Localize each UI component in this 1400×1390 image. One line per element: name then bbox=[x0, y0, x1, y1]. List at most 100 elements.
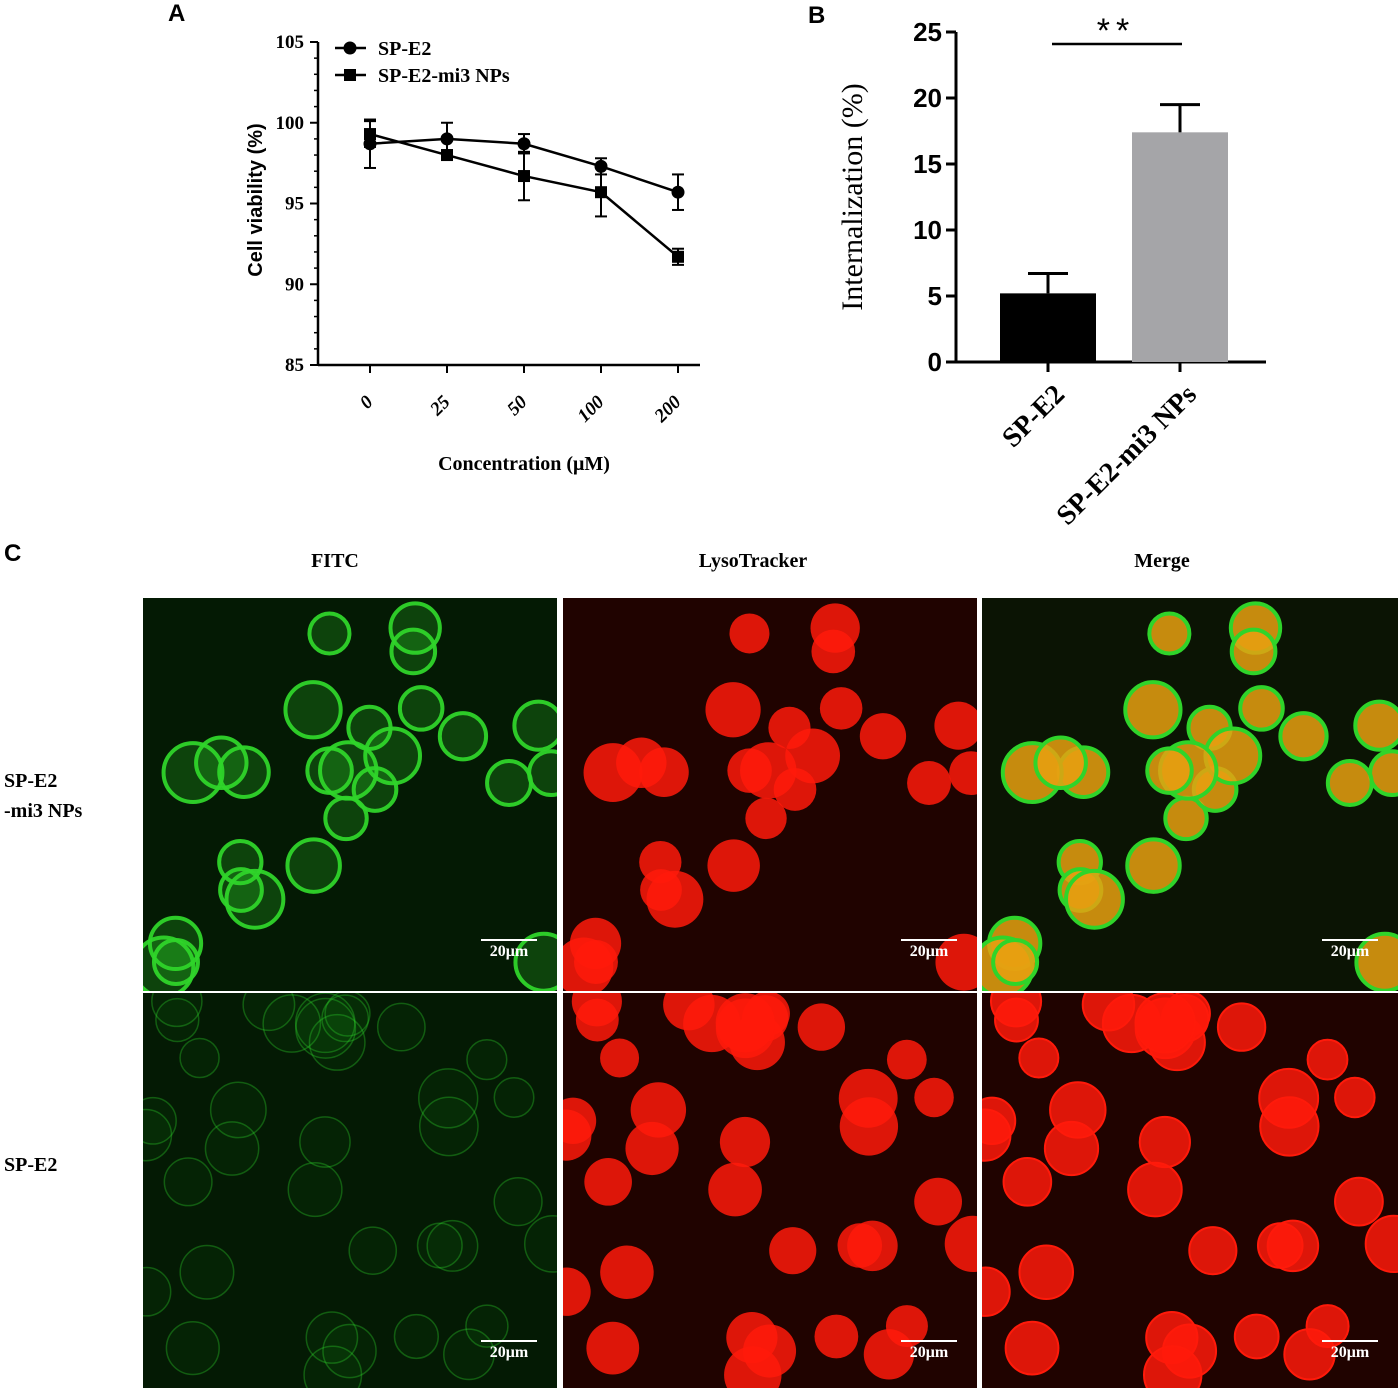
column-title-merge: Merge bbox=[1134, 550, 1190, 572]
scale-bar: 20μm bbox=[899, 1340, 959, 1362]
legend-marker-square bbox=[344, 69, 356, 81]
cell-fitc bbox=[285, 837, 342, 894]
cell-lysotracker bbox=[600, 1245, 654, 1300]
cell-lysotracker bbox=[563, 1267, 591, 1316]
scale-bar-line bbox=[901, 939, 957, 941]
micrograph-cells bbox=[982, 601, 1398, 991]
cell-lysotracker bbox=[914, 1077, 954, 1118]
cell-merge bbox=[1004, 1320, 1060, 1376]
data-point-circle bbox=[517, 137, 531, 151]
cell-merge bbox=[1368, 749, 1398, 798]
scale-bar: 20μm bbox=[1320, 1340, 1380, 1362]
bar-1 bbox=[1000, 293, 1096, 362]
cell-merge bbox=[1188, 1226, 1238, 1276]
cell-fitc bbox=[224, 868, 286, 930]
cell-merge bbox=[1325, 759, 1374, 807]
cell-merge bbox=[1256, 1222, 1304, 1269]
row-label-line1: SP-E2 bbox=[4, 1154, 58, 1176]
cell-merge bbox=[994, 997, 1039, 1043]
cell-fitc bbox=[376, 1002, 426, 1052]
scale-bar-label: 20μm bbox=[1330, 943, 1370, 960]
cell-fitc bbox=[294, 993, 356, 1054]
cell-fitc bbox=[163, 1157, 213, 1207]
cell-fitc bbox=[307, 611, 352, 656]
cell-fitc bbox=[426, 1219, 479, 1272]
x-tick-label: 200 bbox=[650, 391, 686, 427]
cell-fitc bbox=[242, 993, 296, 1032]
scale-bar-line bbox=[1322, 939, 1378, 941]
cell-fitc bbox=[493, 1176, 543, 1227]
cell-merge bbox=[1238, 685, 1285, 732]
scale-bar-label: 20μm bbox=[489, 943, 529, 960]
cell-fitc bbox=[143, 1108, 173, 1162]
cell-merge bbox=[1081, 993, 1136, 1032]
scale-bar: 20μm bbox=[1320, 939, 1380, 961]
micrograph-cells bbox=[143, 601, 557, 991]
cell-lysotracker bbox=[886, 1039, 927, 1080]
cell-fitc bbox=[179, 1244, 235, 1300]
x-tick-label: 50 bbox=[503, 391, 532, 420]
cell-fitc bbox=[305, 746, 354, 795]
cell-fitc bbox=[437, 711, 489, 762]
cell-fitc bbox=[493, 1076, 535, 1118]
cell-merge bbox=[1278, 711, 1329, 762]
cell-fitc bbox=[321, 994, 370, 1043]
micrograph-lyso-row1: 20μm bbox=[563, 598, 977, 991]
cell-merge bbox=[1018, 1244, 1075, 1301]
micrograph-cells bbox=[143, 993, 557, 1388]
cell-merge bbox=[1125, 837, 1182, 894]
x-tick-label: 25 bbox=[426, 391, 455, 420]
cell-fitc bbox=[161, 741, 225, 805]
cell-merge bbox=[1142, 1345, 1203, 1388]
y-axis-label: Cell viability (%) bbox=[245, 123, 267, 276]
cell-fitc bbox=[155, 997, 200, 1043]
cell-fitc bbox=[465, 1304, 509, 1348]
cell-lysotracker bbox=[935, 933, 977, 991]
data-point-circle bbox=[671, 185, 685, 199]
cell-lysotracker bbox=[769, 1227, 817, 1275]
data-point-circle bbox=[440, 132, 454, 146]
scale-bar-line bbox=[1322, 1340, 1378, 1342]
cell-lysotracker bbox=[727, 748, 772, 793]
cell-fitc bbox=[194, 735, 249, 790]
cell-merge bbox=[1134, 993, 1196, 1054]
column-title-lysotracker: LysoTracker bbox=[698, 550, 808, 572]
cell-merge bbox=[1259, 1096, 1320, 1157]
x-tick-label: 100 bbox=[574, 391, 609, 426]
row-label-sp-e2-mi3: SP-E2 -mi3 NPs bbox=[4, 766, 82, 826]
cell-lysotracker bbox=[837, 1223, 883, 1268]
cell-lysotracker bbox=[814, 1314, 859, 1359]
cell-merge bbox=[1306, 1038, 1349, 1081]
x-tick-label: 0 bbox=[356, 391, 378, 413]
cell-merge bbox=[1145, 746, 1194, 795]
cell-lysotracker bbox=[839, 1097, 899, 1156]
scale-bar-label: 20μm bbox=[909, 943, 949, 960]
y-tick-label: 15 bbox=[913, 149, 942, 179]
cell-fitc bbox=[308, 1013, 366, 1071]
cell-lysotracker bbox=[811, 629, 856, 674]
legend-label: SP-E2-mi3 NPs bbox=[378, 65, 510, 87]
x-axis-label: Concentration (μM) bbox=[438, 453, 610, 475]
cell-lysotracker bbox=[586, 1321, 640, 1375]
cell-lysotracker bbox=[944, 1215, 977, 1273]
cell-merge bbox=[1002, 1157, 1053, 1207]
row-label-line2: -mi3 NPs bbox=[4, 800, 83, 822]
cell-merge bbox=[1049, 1081, 1107, 1139]
cell-lysotracker bbox=[600, 1038, 640, 1078]
micrograph-cells bbox=[563, 603, 977, 991]
cell-merge bbox=[1233, 1313, 1280, 1360]
cell-fitc bbox=[303, 1345, 363, 1388]
cell-merge bbox=[982, 1108, 1012, 1162]
cell-merge bbox=[1138, 1115, 1191, 1169]
cell-fitc bbox=[143, 1096, 177, 1145]
micrograph-fitc-row2: 20μm bbox=[143, 993, 557, 1388]
cell-merge bbox=[1364, 1214, 1398, 1274]
y-tick-label: 0 bbox=[928, 347, 942, 377]
cell-lysotracker bbox=[819, 687, 863, 730]
y-tick-label: 25 bbox=[913, 17, 942, 47]
cell-merge bbox=[1033, 735, 1088, 790]
micrograph-fitc-row1: 20μm bbox=[143, 598, 557, 991]
cell-fitc bbox=[363, 726, 423, 786]
row-label-line1: SP-E2 bbox=[4, 770, 58, 792]
cell-merge bbox=[991, 938, 1040, 986]
